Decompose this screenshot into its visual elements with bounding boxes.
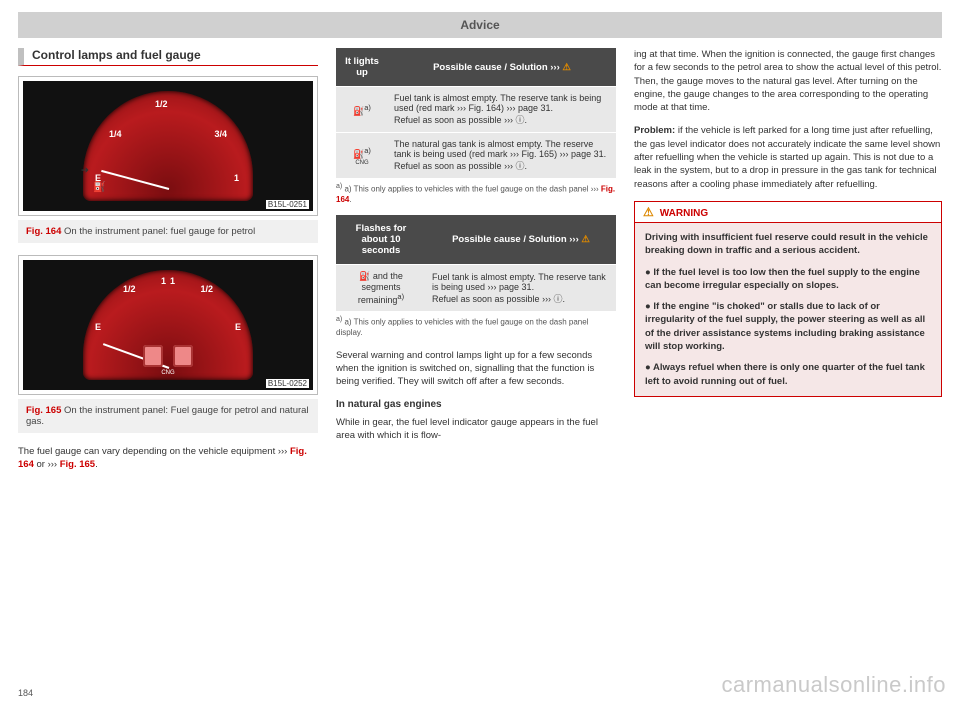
t2-h1: Flashes for about 10 seconds <box>336 215 426 265</box>
fuel-pump-icon-2: ⛽ <box>359 271 370 281</box>
tick-q3: 3/4 <box>214 129 227 139</box>
footnote-1: a) a) This only applies to vehicles with… <box>336 182 616 205</box>
t1-r2-icon: ⛽a) CNG <box>336 133 388 179</box>
fuel-stand-icon: ⛽ <box>93 182 105 193</box>
col1-body-1: The fuel gauge can vary depending on the… <box>18 446 290 457</box>
tick-e-l: E <box>95 322 101 332</box>
warning-box: WARNING Driving with insufficient fuel r… <box>634 201 942 397</box>
page-number: 184 <box>18 688 33 698</box>
flashes-table: Flashes for about 10 seconds Possible ca… <box>336 215 616 311</box>
red-arrow-icon: ➔ <box>81 165 89 176</box>
fig-ref-165: Fig. 165 <box>26 405 61 416</box>
fn2-sup: a) <box>336 316 342 323</box>
t1-r2-text: The natural gas tank is almost empty. Th… <box>388 133 616 179</box>
fn2-text: a) This only applies to vehicles with th… <box>336 318 588 337</box>
t2-h2-text: Possible cause / Solution ››› <box>452 234 579 245</box>
cng-label: CNG <box>83 370 253 376</box>
gauge-dual: E 1/2 1 1 1/2 E CNG <box>83 270 253 380</box>
figure-id-165: B15L-0252 <box>266 379 309 388</box>
gauge-bg-165: E 1/2 1 1 1/2 E CNG B15L-0252 <box>23 260 313 390</box>
t2-sup: a) <box>397 292 404 301</box>
fig-caption-text-165: On the instrument panel: Fuel gauge for … <box>26 405 309 427</box>
tick-e-r: E <box>235 322 241 332</box>
fn1-text: a) This only applies to vehicles with th… <box>344 185 600 194</box>
figure-165: E 1/2 1 1 1/2 E CNG B15L-0252 <box>18 255 318 395</box>
t2-r1-icon: ⛽ and the segments remaininga) <box>336 265 426 312</box>
warning-p1: Driving with insufficient fuel reserve c… <box>645 231 931 258</box>
fn1-end: . <box>349 195 351 204</box>
cng-pump-icon <box>173 345 193 367</box>
columns: Control lamps and fuel gauge E 1/4 1/2 3… <box>18 48 942 482</box>
col1-body: The fuel gauge can vary depending on the… <box>18 445 318 472</box>
warning-p4: ● Always refuel when there is only one q… <box>645 361 931 388</box>
col1-body-mid: or ››› <box>34 459 60 470</box>
col1-body-end: . <box>95 459 98 470</box>
t2-h2: Possible cause / Solution ››› ⚠ <box>426 215 616 265</box>
tick-half-l: 1/2 <box>123 284 136 294</box>
footnote-2: a) a) This only applies to vehicles with… <box>336 315 616 338</box>
column-3: ing at that time. When the ignition is c… <box>634 48 942 482</box>
figure-id-164: B15L-0251 <box>266 200 309 209</box>
figure-164: E 1/4 1/2 3/4 1 ⛽ ➔ B15L-0251 <box>18 76 318 216</box>
warning-triangle-icon-2: ⚠ <box>581 234 590 245</box>
watermark: carmanualsonline.info <box>721 672 946 698</box>
sup-a: a) <box>364 103 371 112</box>
sup-a-2: a) <box>364 146 371 155</box>
natural-gas-subhead: In natural gas engines <box>336 399 616 410</box>
warning-triangle-icon: ⚠ <box>562 62 571 73</box>
t1-h2-text: Possible cause / Solution ››› <box>433 62 560 73</box>
tick-1-r: 1 <box>170 276 175 286</box>
col2-p1: Several warning and control lamps light … <box>336 349 616 389</box>
figure-164-caption: Fig. 164 On the instrument panel: fuel g… <box>18 220 318 243</box>
cng-pump-icon: ⛽ <box>353 149 364 159</box>
col3-p2: Problem: if the vehicle is left parked f… <box>634 124 942 190</box>
warning-body: Driving with insufficient fuel reserve c… <box>635 223 941 396</box>
gauge-bg-164: E 1/4 1/2 3/4 1 ⛽ ➔ B15L-0251 <box>23 81 313 211</box>
tick-half-r: 1/2 <box>200 284 213 294</box>
fuel-pump-icon: ⛽ <box>353 106 364 116</box>
tick-q1: 1/4 <box>109 129 122 139</box>
fig-caption-text: On the instrument panel: fuel gauge for … <box>64 226 255 237</box>
column-2: It lights up Possible cause / Solution ›… <box>336 48 616 482</box>
warning-title: WARNING <box>635 202 941 223</box>
t1-h1-text: It lights up <box>345 56 379 78</box>
col1-body-ref2: Fig. 165 <box>60 459 95 470</box>
figure-165-caption: Fig. 165 On the instrument panel: Fuel g… <box>18 399 318 433</box>
tick-full: 1 <box>234 173 239 183</box>
col2-p2: While in gear, the fuel level indicator … <box>336 416 616 443</box>
t1-h1: It lights up <box>336 48 388 87</box>
tick-1-l: 1 <box>161 276 166 286</box>
page: Advice Control lamps and fuel gauge E 1/… <box>0 0 960 708</box>
fn1-sup: a) <box>336 183 342 190</box>
t2-r1-text: Fuel tank is almost empty. The reserve t… <box>426 265 616 312</box>
cng-sub: CNG <box>342 160 382 166</box>
gauge-bottom-icons: CNG <box>83 345 253 376</box>
lights-up-table: It lights up Possible cause / Solution ›… <box>336 48 616 178</box>
petrol-pump-icon <box>143 345 163 367</box>
gauge-petrol: E 1/4 1/2 3/4 1 ⛽ <box>83 91 253 201</box>
t1-h2: Possible cause / Solution ››› ⚠ <box>388 48 616 87</box>
tick-half: 1/2 <box>155 99 168 109</box>
col3-p2-text: if the vehicle is left parked for a long… <box>634 125 940 189</box>
section-title: Control lamps and fuel gauge <box>18 48 318 66</box>
t1-r1-text: Fuel tank is almost empty. The reserve t… <box>388 87 616 133</box>
warning-p2: ● If the fuel level is too low then the … <box>645 266 931 293</box>
gauge-needle <box>101 170 169 190</box>
problem-lead: Problem: <box>634 125 675 136</box>
col3-p1: ing at that time. When the ignition is c… <box>634 48 942 114</box>
warning-p3: ● If the engine "is choked" or stalls du… <box>645 300 931 353</box>
column-1: Control lamps and fuel gauge E 1/4 1/2 3… <box>18 48 318 482</box>
fig-ref: Fig. 164 <box>26 226 61 237</box>
t1-r1-icon: ⛽a) <box>336 87 388 133</box>
advice-banner: Advice <box>18 12 942 38</box>
